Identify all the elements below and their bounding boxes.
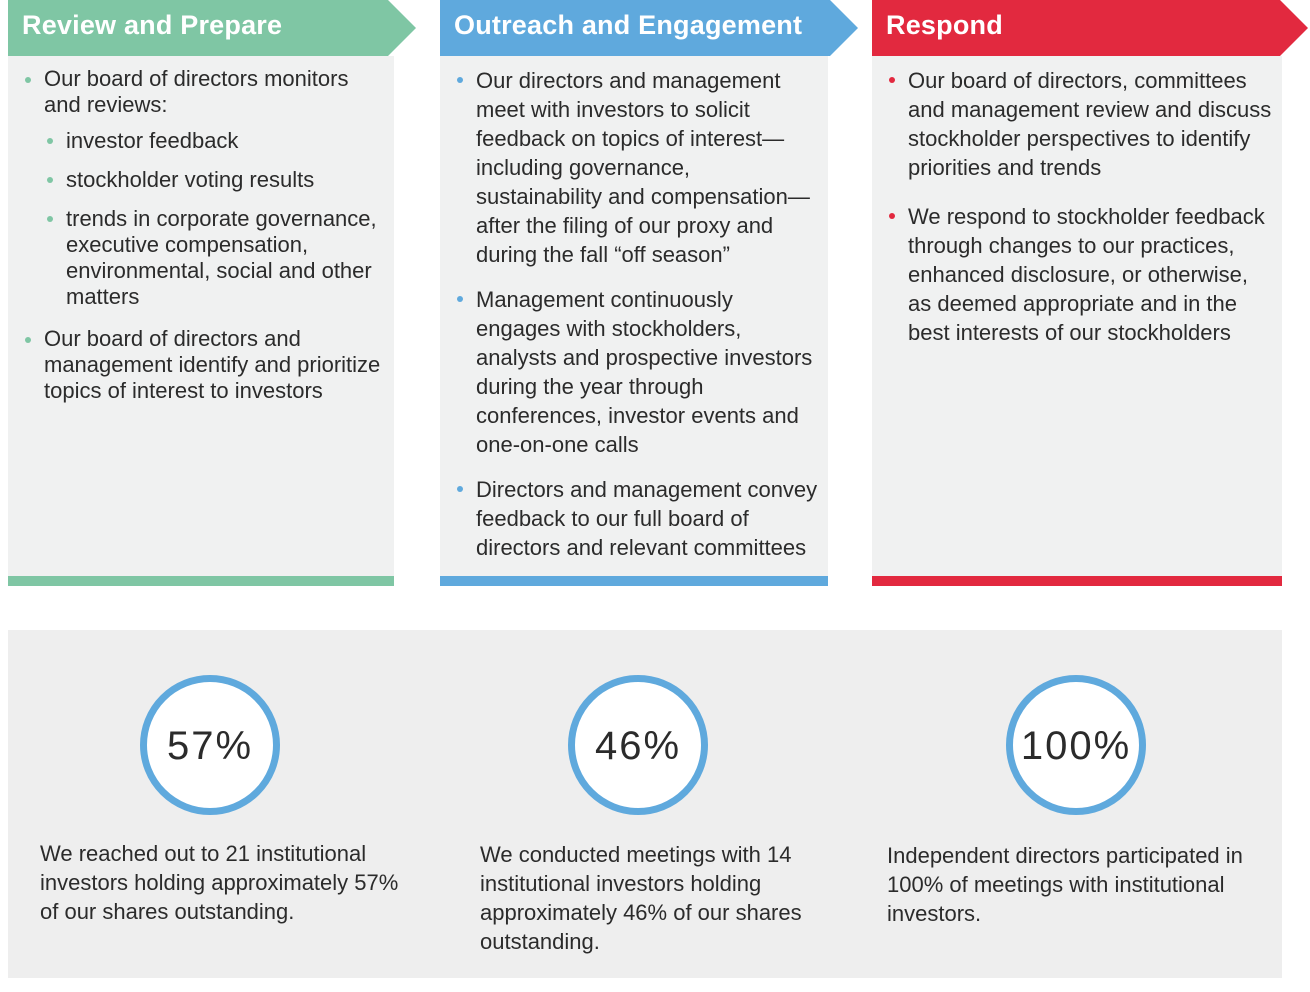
list-item: We respond to stockholder feedback throu… [886, 202, 1276, 347]
chevron-arrow-banner [872, 0, 1308, 56]
chevron-arrow-banner [8, 0, 416, 56]
list-item: Our board of directors and management id… [22, 326, 388, 404]
bullet-icon [47, 138, 53, 144]
sub-list-item-text: trends in corporate governance, executiv… [66, 206, 377, 309]
stat-description: Independent directors participated in 10… [887, 843, 1243, 926]
column-header: Outreach and Engagement [440, 0, 858, 56]
column-items: Our board of directors monitors and revi… [22, 66, 388, 420]
bullet-icon [889, 77, 895, 83]
percent-ring: 100% [1006, 675, 1146, 815]
bullet-icon [25, 337, 31, 343]
column-items: Our directors and management meet with i… [454, 66, 822, 578]
bullet-icon [47, 216, 53, 222]
column-panel [440, 56, 828, 576]
column-respond: Respond Our board of directors, committe… [872, 0, 1308, 586]
column-panel [8, 56, 394, 576]
column-title: Respond [886, 10, 1003, 40]
sub-list-item: stockholder voting results [44, 167, 388, 193]
bullet-icon [25, 77, 31, 83]
percent-ring: 46% [568, 675, 708, 815]
column-items: Our board of directors, committees and m… [886, 66, 1276, 363]
bullet-icon [457, 77, 463, 83]
bullet-icon [457, 486, 463, 492]
stat-value: 57% [166, 724, 254, 768]
chevron-arrow-banner [440, 0, 858, 56]
column-header: Respond [872, 0, 1308, 56]
list-item: Our board of directors, committees and m… [886, 66, 1276, 182]
sub-list: investor feedback stockholder voting res… [44, 128, 388, 310]
column-title: Outreach and Engagement [454, 10, 803, 40]
sub-list-item-text: investor feedback [66, 128, 239, 153]
engagement-stats-panel: 57% We reached out to 21 institutional i… [8, 630, 1282, 978]
list-item: Directors and management convey feedback… [454, 475, 822, 562]
list-item: Our directors and management meet with i… [454, 66, 822, 269]
column-outreach-and-engagement: Outreach and Engagement Our directors an… [440, 0, 858, 586]
stat-description: We reached out to 21 institutional inves… [40, 841, 399, 924]
column-panel [872, 56, 1282, 576]
column-accent-bar [872, 576, 1282, 586]
percent-ring: 57% [140, 675, 280, 815]
bullet-icon [47, 177, 53, 183]
list-item-text: Our board of directors and management id… [44, 326, 381, 403]
list-item: Management continuously engages with sto… [454, 285, 822, 459]
stat-value: 46% [594, 724, 682, 768]
list-item-text: Management continuously engages with sto… [476, 287, 813, 457]
list-item-text: Directors and management convey feedback… [476, 477, 818, 560]
stat-value: 100% [1020, 724, 1132, 768]
bullet-icon [889, 213, 895, 219]
sub-list-item: investor feedback [44, 128, 388, 154]
column-accent-bar [440, 576, 828, 586]
list-item-text: Our board of directors, committees and m… [908, 68, 1272, 180]
sub-list-item-text: stockholder voting results [66, 167, 315, 192]
column-header: Review and Prepare [8, 0, 416, 56]
list-item: Our board of directors monitors and revi… [22, 66, 388, 310]
list-item-text: Our directors and management meet with i… [476, 68, 810, 267]
sub-list-item: trends in corporate governance, executiv… [44, 206, 388, 310]
bullet-icon [457, 296, 463, 302]
list-item-text: We respond to stockholder feedback throu… [908, 204, 1265, 345]
list-item-text: Our board of directors monitors and revi… [44, 66, 349, 117]
column-accent-bar [8, 576, 394, 586]
column-title: Review and Prepare [22, 10, 283, 40]
column-review-and-prepare: Review and Prepare Our board of director… [8, 0, 416, 586]
stat-description: We conducted meetings with 14 institutio… [480, 842, 802, 954]
